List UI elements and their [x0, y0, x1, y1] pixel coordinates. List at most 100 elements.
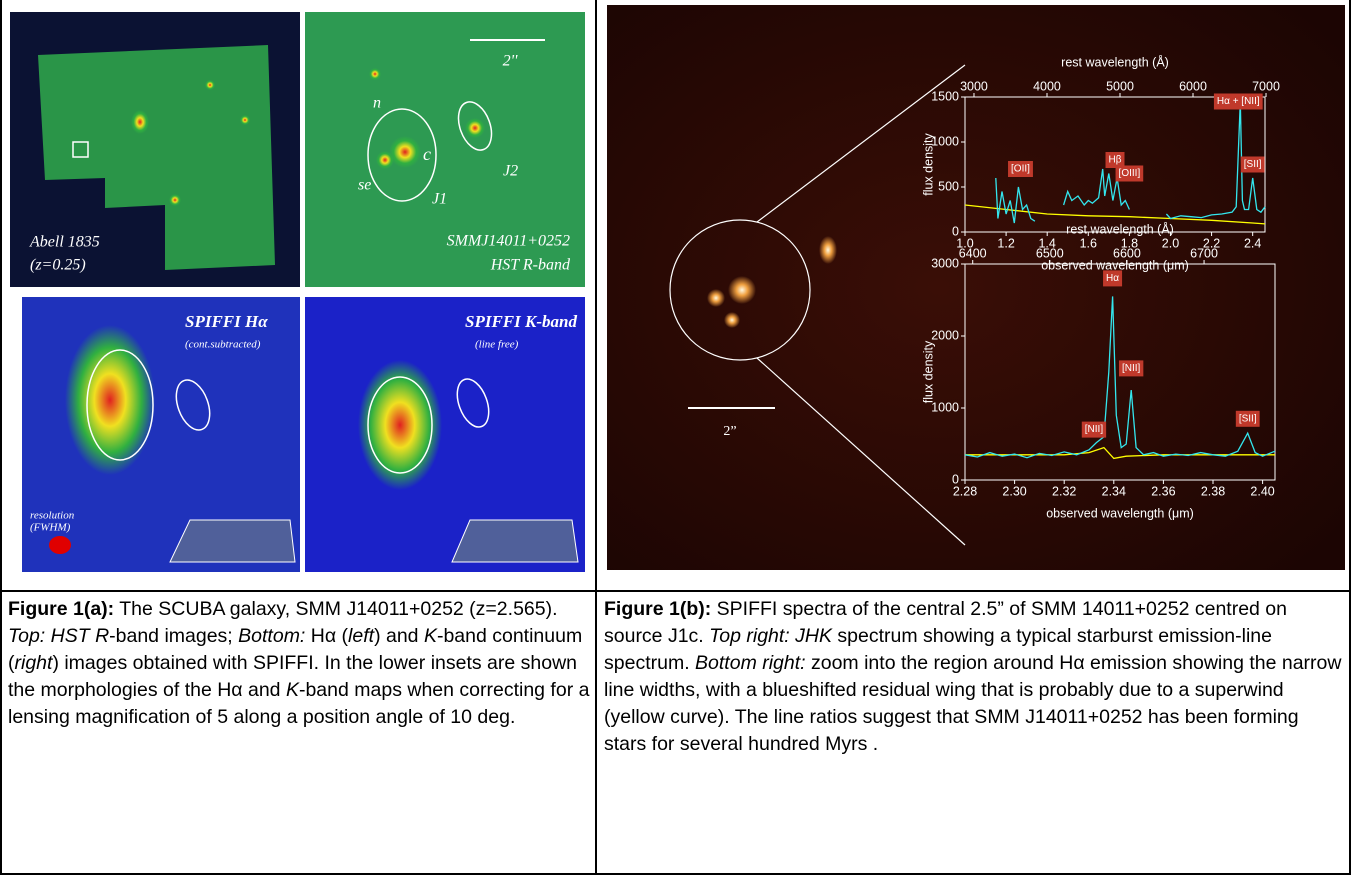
- label: (z=0.25): [30, 257, 86, 274]
- annotation-box: [1103, 270, 1123, 287]
- galaxy: [358, 360, 442, 490]
- source: [728, 276, 756, 304]
- x-tick-label: 1.8: [1121, 236, 1138, 250]
- caption-right: Figure 1(b): SPIFFI spectra of the centr…: [604, 596, 1344, 758]
- y-axis-label: flux density: [921, 132, 935, 195]
- annotation-box: [1118, 360, 1144, 377]
- x2-tick-label: 6400: [959, 246, 987, 260]
- x-axis-label: observed wavelength (μm): [1041, 258, 1189, 272]
- label: Abell 1835: [29, 234, 100, 251]
- annotation: Hα + [NII]: [1217, 96, 1260, 107]
- label: J1: [432, 191, 447, 208]
- label: 2'': [503, 53, 518, 70]
- y-axis-label: flux density: [921, 340, 935, 403]
- x-tick-label: 2.28: [953, 484, 977, 498]
- caption-text: SPIFFI spectra of the central 2.5” of SM…: [604, 598, 1287, 647]
- annotation-box: [1081, 421, 1107, 438]
- ellipse: [457, 101, 493, 151]
- inset: [169, 519, 296, 563]
- caption-text: Top: HST R: [8, 625, 110, 647]
- y-tick-label: 1000: [931, 400, 959, 414]
- y-tick-label: 2000: [931, 328, 959, 342]
- galaxy: [465, 118, 485, 138]
- x-tick-label: 2.38: [1201, 484, 1225, 498]
- zoom-circle: [669, 219, 811, 361]
- label: (line free): [475, 339, 519, 351]
- hst-image: [305, 12, 585, 287]
- ellipse: [456, 378, 490, 428]
- label: 2”: [723, 424, 736, 439]
- x2-axis-label: rest wavelength (Å): [1066, 221, 1174, 236]
- beam: [49, 536, 71, 554]
- caption-text: ) and: [374, 625, 424, 647]
- annotation: Hα: [1106, 273, 1119, 284]
- label: (cont.subtracted): [185, 339, 261, 351]
- galaxy: [240, 115, 250, 125]
- label: J2: [503, 163, 518, 180]
- x2-axis-label: rest wavelength (Å): [1061, 54, 1169, 69]
- annotation-box: [1235, 410, 1260, 427]
- caption-text: Hα (: [305, 625, 349, 647]
- source: [819, 236, 837, 264]
- label: n: [373, 95, 381, 112]
- zoom-line: [756, 357, 966, 546]
- mosaic: [38, 45, 275, 270]
- caption-label: Figure 1(a):: [8, 598, 115, 620]
- ellipse: [86, 349, 154, 461]
- zoom-line: [756, 64, 966, 223]
- x2-tick-label: 6600: [1113, 246, 1141, 260]
- y-tick-label: 1000: [931, 134, 959, 148]
- x-tick-label: 1.4: [1038, 236, 1055, 250]
- label: resolution: [30, 510, 75, 522]
- caption-text: K: [423, 625, 437, 647]
- x-tick-label: 1.6: [1080, 236, 1097, 250]
- annotation: Hβ: [1109, 155, 1122, 166]
- x-tick-label: 2.30: [1002, 484, 1026, 498]
- y-tick-label: 0: [952, 224, 959, 238]
- galaxy: [376, 151, 394, 169]
- annotation: [SII]: [1239, 413, 1257, 424]
- caption-text: left: [348, 625, 375, 647]
- box: [72, 141, 89, 158]
- x-tick-label: 2.32: [1052, 484, 1076, 498]
- y-tick-label: 3000: [931, 256, 959, 270]
- annotation: [NII]: [1085, 424, 1104, 435]
- y-tick-label: 500: [938, 179, 959, 193]
- galaxy: [65, 325, 155, 475]
- galaxy: [389, 136, 421, 168]
- x2-tick-label: 7000: [1252, 79, 1280, 93]
- ellipse: [367, 108, 437, 202]
- label: HST R-band: [490, 257, 571, 274]
- spectrum: [964, 204, 1266, 225]
- x-tick-label: 2.2: [1203, 236, 1220, 250]
- caption-text: spectrum showing a typical starburst emi…: [604, 625, 1272, 674]
- annotation: [OII]: [1011, 164, 1030, 175]
- plot-frame: [964, 263, 1276, 481]
- caption-text: Bottom right:: [695, 652, 806, 674]
- annotation: [NII]: [1122, 363, 1141, 374]
- label: (FWHM): [30, 522, 71, 534]
- caption-text: right: [14, 652, 53, 674]
- source: [707, 289, 725, 307]
- ellipse: [175, 379, 211, 431]
- x2-tick-label: 4000: [1033, 79, 1061, 93]
- y-tick-label: 0: [952, 472, 959, 486]
- galaxy: [131, 110, 149, 134]
- spectrum: [964, 296, 1276, 459]
- spectrum: [995, 101, 1266, 224]
- caption-text: Top right: JHK: [709, 625, 832, 647]
- x-axis-label: observed wavelength (μm): [1046, 506, 1194, 520]
- galaxy: [369, 68, 381, 80]
- caption-text: -band images;: [109, 625, 239, 647]
- annotation-box: [1213, 93, 1263, 110]
- ellipse: [367, 376, 433, 474]
- label: SPIFFI Hα: [185, 312, 268, 331]
- annotation: [SII]: [1244, 159, 1262, 170]
- caption-text: ) images obtained with SPIFFI. In the lo…: [8, 652, 578, 701]
- x2-tick-label: 6000: [1179, 79, 1207, 93]
- annotation-box: [1240, 156, 1265, 173]
- caption-left: Figure 1(a): The SCUBA galaxy, SMM J1401…: [8, 596, 590, 731]
- annotation-box: [1115, 165, 1144, 182]
